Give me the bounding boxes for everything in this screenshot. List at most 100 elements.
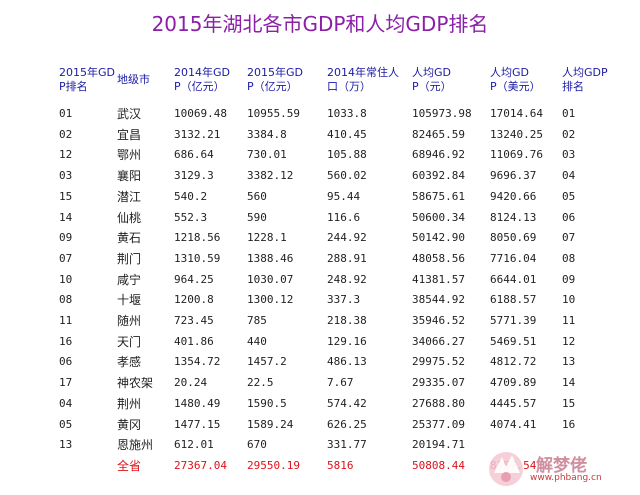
table-cell: 574.42: [327, 396, 367, 410]
table-cell: 20.24: [174, 376, 208, 390]
table-cell: 1457.2: [247, 355, 287, 369]
column-header-line: P（亿元）: [174, 80, 225, 93]
table-row: 14 仙桃 552.3 590 116.6 50600.34 8124.13 06: [0, 208, 640, 228]
watermark-url: www.phbang.cn: [530, 473, 602, 483]
city-cell: 荆门: [117, 251, 142, 266]
table-row: 09 黄石 1218.56 1228.1 244.92 50142.90 8050.69 07: [0, 228, 640, 248]
column-header-line: 人均GD: [490, 66, 529, 79]
city-cell: 天门: [117, 334, 142, 349]
table-cell: 486.13: [327, 355, 367, 369]
column-header-line: 口（万）: [327, 80, 371, 93]
table-cell: 34066.27: [412, 334, 465, 348]
table-cell: 4812.72: [490, 355, 537, 369]
table-row: 13 恩施州 612.01 670 331.77 20194.71: [0, 435, 640, 455]
table-row: 08 十堰 1200.8 1300.12 337.3 38544.92 6188.57 10: [0, 290, 640, 310]
table-cell: 730.01: [247, 148, 287, 162]
table-cell: 4709.89: [490, 376, 537, 390]
table-cell: 14: [59, 210, 73, 224]
city-cell: 潜江: [117, 189, 142, 204]
table-cell: 3382.12: [247, 169, 294, 183]
table-cell: 05: [59, 417, 73, 431]
table-cell: 244.92: [327, 231, 367, 245]
column-header-line: P（元）: [412, 80, 452, 93]
table-cell: 06: [59, 355, 73, 369]
city-cell: 恩施州: [117, 438, 154, 453]
table-cell: 7716.04: [490, 251, 537, 265]
table-cell: 7.67: [327, 376, 354, 390]
table-cell: 35946.52: [412, 314, 465, 327]
watermark-logo-icon: [489, 452, 523, 486]
table-cell: 116.6: [327, 210, 361, 224]
table-cell: 410.45: [327, 127, 367, 141]
table-cell: 12: [59, 148, 73, 162]
table-cell: 440: [247, 334, 267, 348]
table-row: 03 襄阳 3129.3 3382.12 560.02 60392.84 9696.37 04: [0, 166, 640, 186]
column-header: 人均GD P（美元）: [490, 66, 541, 94]
table-cell: 13240.25: [490, 127, 543, 141]
column-header-line: 2015年GD: [59, 66, 115, 79]
table-cell: 723.45: [174, 314, 214, 327]
table-cell: 09: [59, 231, 73, 245]
city-cell: 黄冈: [117, 417, 142, 432]
table-cell: 01: [59, 107, 73, 120]
city-cell: 荆州: [117, 396, 142, 411]
table-cell: 38544.92: [412, 293, 465, 307]
column-header-line: 人均GDP: [562, 66, 608, 79]
watermark: 解梦佬 www.phbang.cn: [484, 449, 634, 489]
city-cell: 黄石: [117, 231, 142, 246]
table-cell: 04: [562, 169, 576, 183]
table-cell: 3129.3: [174, 169, 214, 183]
table-cell: 1228.1: [247, 231, 287, 245]
table-cell: 129.16: [327, 334, 367, 348]
table-cell: 02: [562, 127, 576, 141]
table-cell: 60392.84: [412, 169, 465, 183]
column-header-line: P（美元）: [490, 80, 541, 93]
table-row: 02 宜昌 3132.21 3384.8 410.45 82465.59 13240.25 0…: [0, 125, 640, 145]
table-row: 04 荆州 1480.49 1590.5 574.42 27688.80 4445.57 15: [0, 394, 640, 414]
city-cell: 仙桃: [117, 210, 142, 225]
table-cell: 15: [59, 189, 73, 203]
table-cell: 560: [247, 189, 267, 203]
table-cell: 1590.5: [247, 396, 287, 410]
table-cell: 964.25: [174, 272, 214, 286]
table-cell: 12: [562, 334, 576, 348]
column-header: 人均GDP 排名: [562, 66, 608, 94]
table-cell: 17: [59, 376, 73, 390]
column-header-line: 2014年常住人: [327, 66, 399, 79]
city-cell: 鄂州: [117, 148, 142, 163]
table-cell: 82465.59: [412, 127, 465, 141]
table-row: 01 武汉 10069.48 10955.59 1033.8 105973.98 17014…: [0, 104, 640, 124]
table-cell: 50808.44: [412, 458, 465, 472]
table-cell: 03: [59, 169, 73, 183]
table-row: 05 黄冈 1477.15 1589.24 626.25 25377.09 4074.41 1…: [0, 415, 640, 435]
table-cell: 337.3: [327, 293, 361, 307]
table-cell: 48058.56: [412, 251, 465, 265]
table-cell: 27367.04: [174, 458, 227, 472]
city-cell: 襄阳: [117, 169, 142, 184]
table-cell: 612.01: [174, 438, 214, 452]
table-cell: 626.25: [327, 417, 367, 431]
table-cell: 3132.21: [174, 127, 221, 141]
table-cell: 08: [59, 293, 73, 307]
column-header: 人均GD P（元）: [412, 66, 452, 94]
table-row: 06 孝感 1354.72 1457.2 486.13 29975.52 4812.72 13: [0, 352, 640, 372]
column-header: 地级市: [117, 73, 150, 87]
table-cell: 17014.64: [490, 107, 543, 120]
city-cell: 宜昌: [117, 127, 142, 142]
table-cell: 4074.41: [490, 417, 537, 431]
table-cell: 3384.8: [247, 127, 287, 141]
table-cell: 22.5: [247, 376, 274, 390]
table-row: 11 随州 723.45 785 218.38 35946.52 5771.39 11: [0, 311, 640, 331]
table-cell: 552.3: [174, 210, 208, 224]
column-header-line: 2015年GD: [247, 66, 303, 79]
table-cell: 10: [562, 293, 576, 307]
table-cell: 8124.13: [490, 210, 537, 224]
table-cell: 13: [59, 438, 73, 452]
table-cell: 248.92: [327, 272, 367, 286]
table-cell: 8050.69: [490, 231, 537, 245]
column-header-line: 排名: [562, 80, 584, 93]
table-cell: 20194.71: [412, 438, 465, 452]
table-cell: 9696.37: [490, 169, 537, 183]
table-cell: 06: [562, 210, 576, 224]
table-row: 10 咸宁 964.25 1030.07 248.92 41381.57 6644.01 09: [0, 270, 640, 290]
